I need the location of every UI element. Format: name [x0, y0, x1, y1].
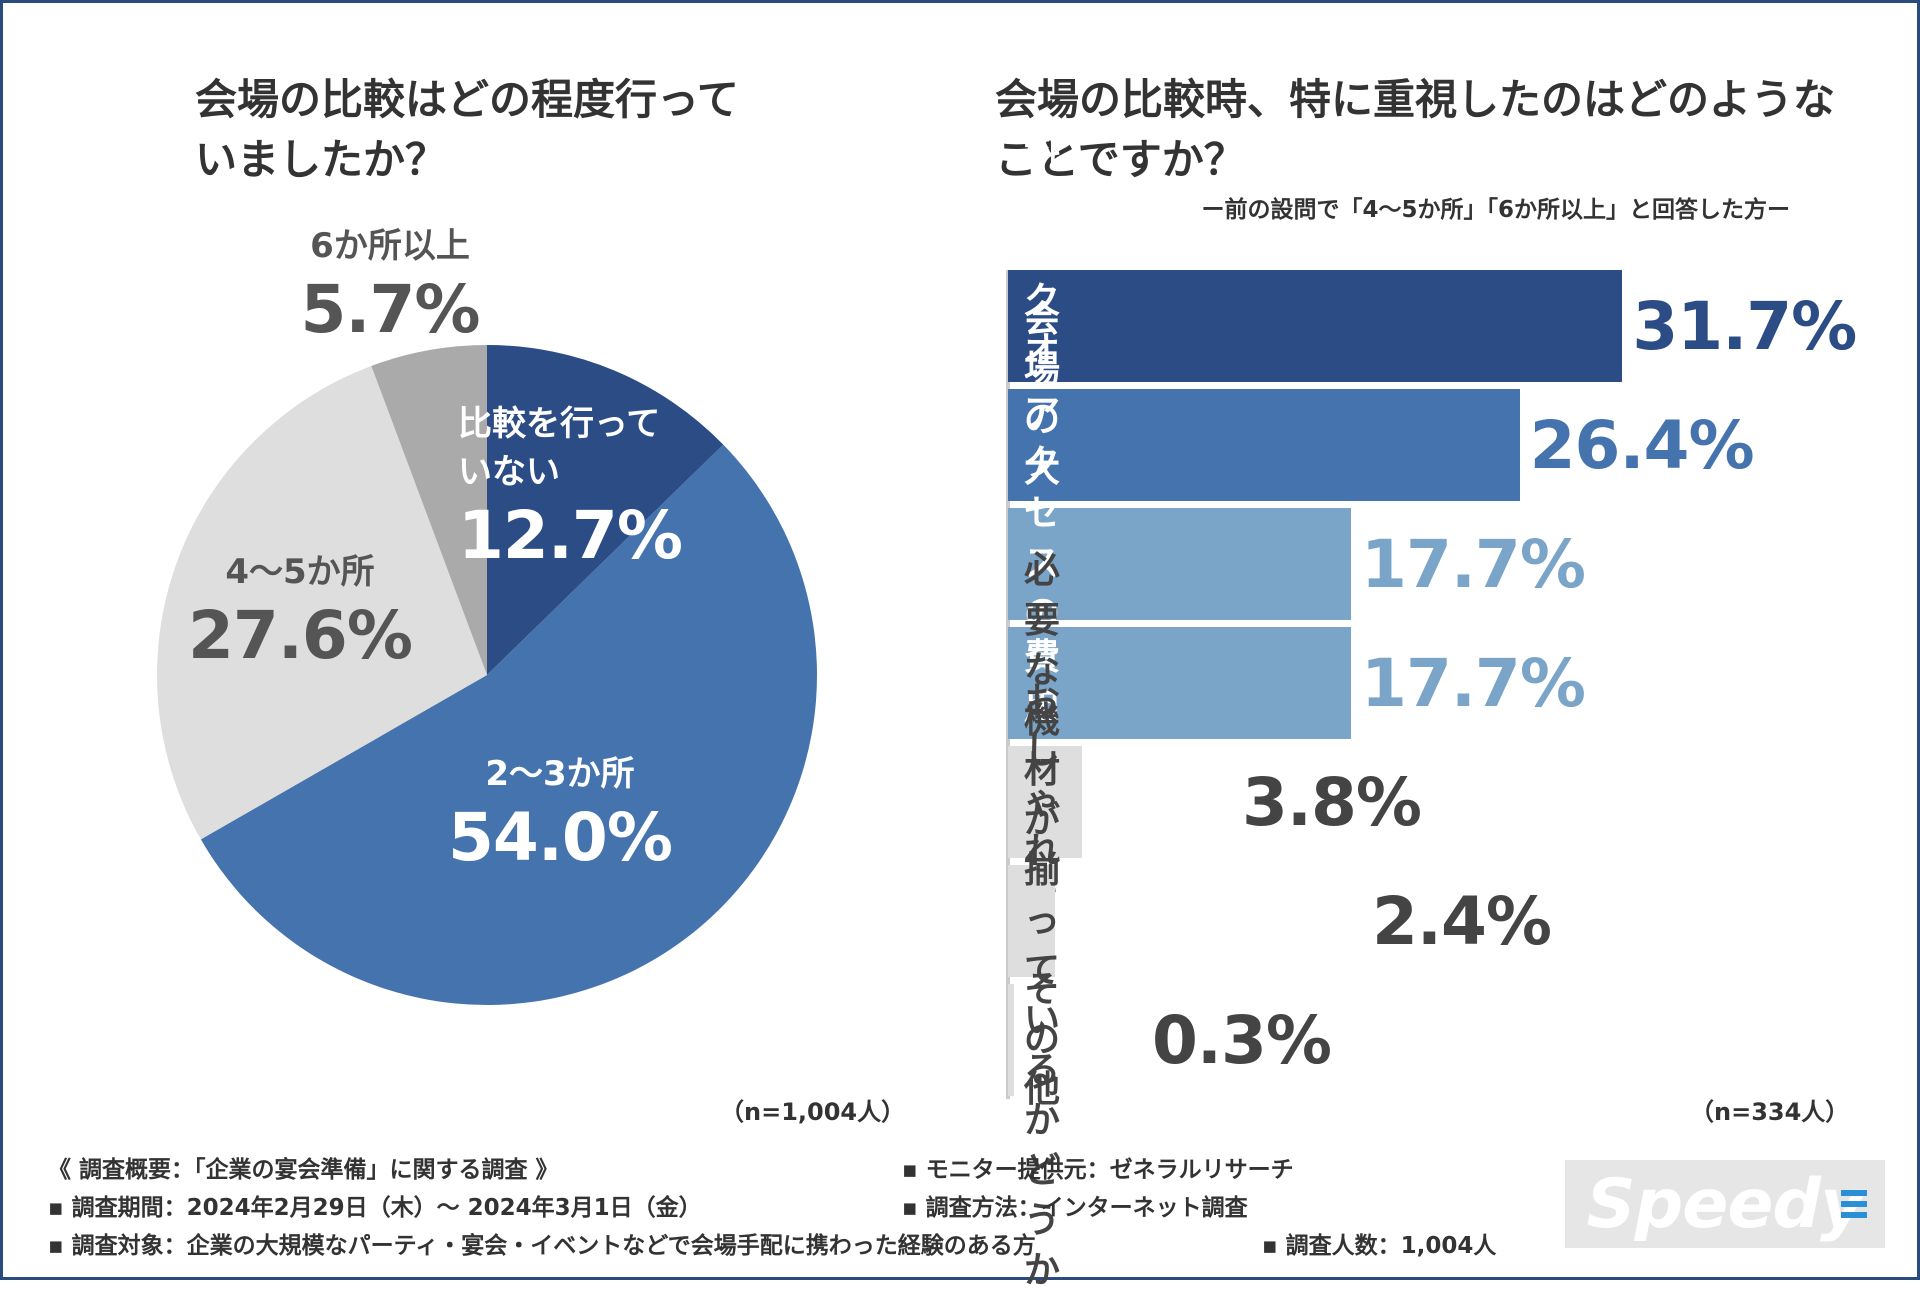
bar — [1008, 746, 1082, 858]
pie-slice-1 — [487, 345, 724, 675]
pie-value-label: 5.7% — [300, 271, 480, 348]
pie-category-label: 6か所以上 — [310, 226, 470, 266]
logo-mark-icon — [1841, 1190, 1867, 1224]
footer-target: ▪ 調査対象：企業の大規模なパーティ・宴会・イベントなどで会場手配に携わった経験… — [48, 1233, 1036, 1259]
footer-count: ▪ 調査人数：1,004人 — [1262, 1233, 1497, 1259]
pie-label-1: 比較を行って いない 12.7% — [458, 400, 683, 576]
bar-value-label: 2.4% — [1372, 882, 1552, 960]
pie-slice-4 — [371, 345, 487, 675]
bar-value-label: 17.7% — [1361, 525, 1586, 603]
bar-category-label: その他 — [1024, 969, 1061, 1110]
footer-method: ▪ 調査方法：インターネット調査 — [902, 1195, 1248, 1221]
bar-chart-subtitle: ー前の設問で「4〜5か所」「6か所以上」と回答した方ー — [1201, 197, 1790, 223]
bar-sample-size: （n=334人） — [1690, 1098, 1850, 1126]
bar — [1008, 508, 1352, 620]
pie-value-label: 54.0% — [448, 799, 673, 876]
logo-text: Speedy — [1586, 1164, 1865, 1244]
pie-value-label: 12.7% — [458, 497, 683, 574]
pie-chart-title: 会場の比較はどの程度行って いましたか？ — [195, 75, 739, 184]
bar-value-label: 31.7% — [1632, 287, 1857, 365]
bar-value-label: 17.7% — [1361, 644, 1586, 722]
bar — [1008, 627, 1352, 739]
footer-summary: 《 調査概要：「企業の宴会準備」に関する調査 》 — [48, 1157, 559, 1183]
pie-category-label: 4〜5か所 — [225, 552, 375, 592]
pie-category-label: 2〜3か所 — [485, 754, 635, 794]
bar — [1008, 270, 1623, 382]
bar-value-label: 26.4% — [1529, 406, 1755, 484]
bar — [1008, 389, 1520, 501]
bar-value-label: 0.3% — [1152, 1001, 1332, 1079]
footer-monitor: ▪ モニター提供元：ゼネラルリサーチ — [902, 1157, 1294, 1183]
speedy-logo: Speedy — [1565, 1160, 1885, 1248]
pie-slice-3 — [157, 365, 487, 840]
pie-category-label: 比較を行って いない — [458, 404, 661, 492]
pie-label-4: 6か所以上 5.7% — [300, 222, 480, 350]
footer-period: ▪ 調査期間：2024年2月29日（木）〜 2024年3月1日（金） — [48, 1195, 702, 1221]
pie-label-3: 4〜5か所 27.6% — [188, 548, 413, 676]
bar-chart-title: 会場の比較時、特に重視したのはどのような ことですか？ — [995, 75, 1836, 184]
bar — [1008, 984, 1014, 1096]
pie-value-label: 27.6% — [188, 597, 413, 674]
bar-category-label: 費用 — [1024, 637, 1061, 728]
bar — [1008, 865, 1055, 977]
bar-category-label: 必要な機材が揃って いるかどうか — [1024, 550, 1061, 1291]
pie-sample-size: （n=1,004人） — [720, 1098, 906, 1126]
pie-slice-2 — [200, 444, 818, 1006]
bar-value-label: 3.8% — [1242, 763, 1422, 841]
pie-label-2: 2〜3か所 54.0% — [448, 750, 673, 878]
